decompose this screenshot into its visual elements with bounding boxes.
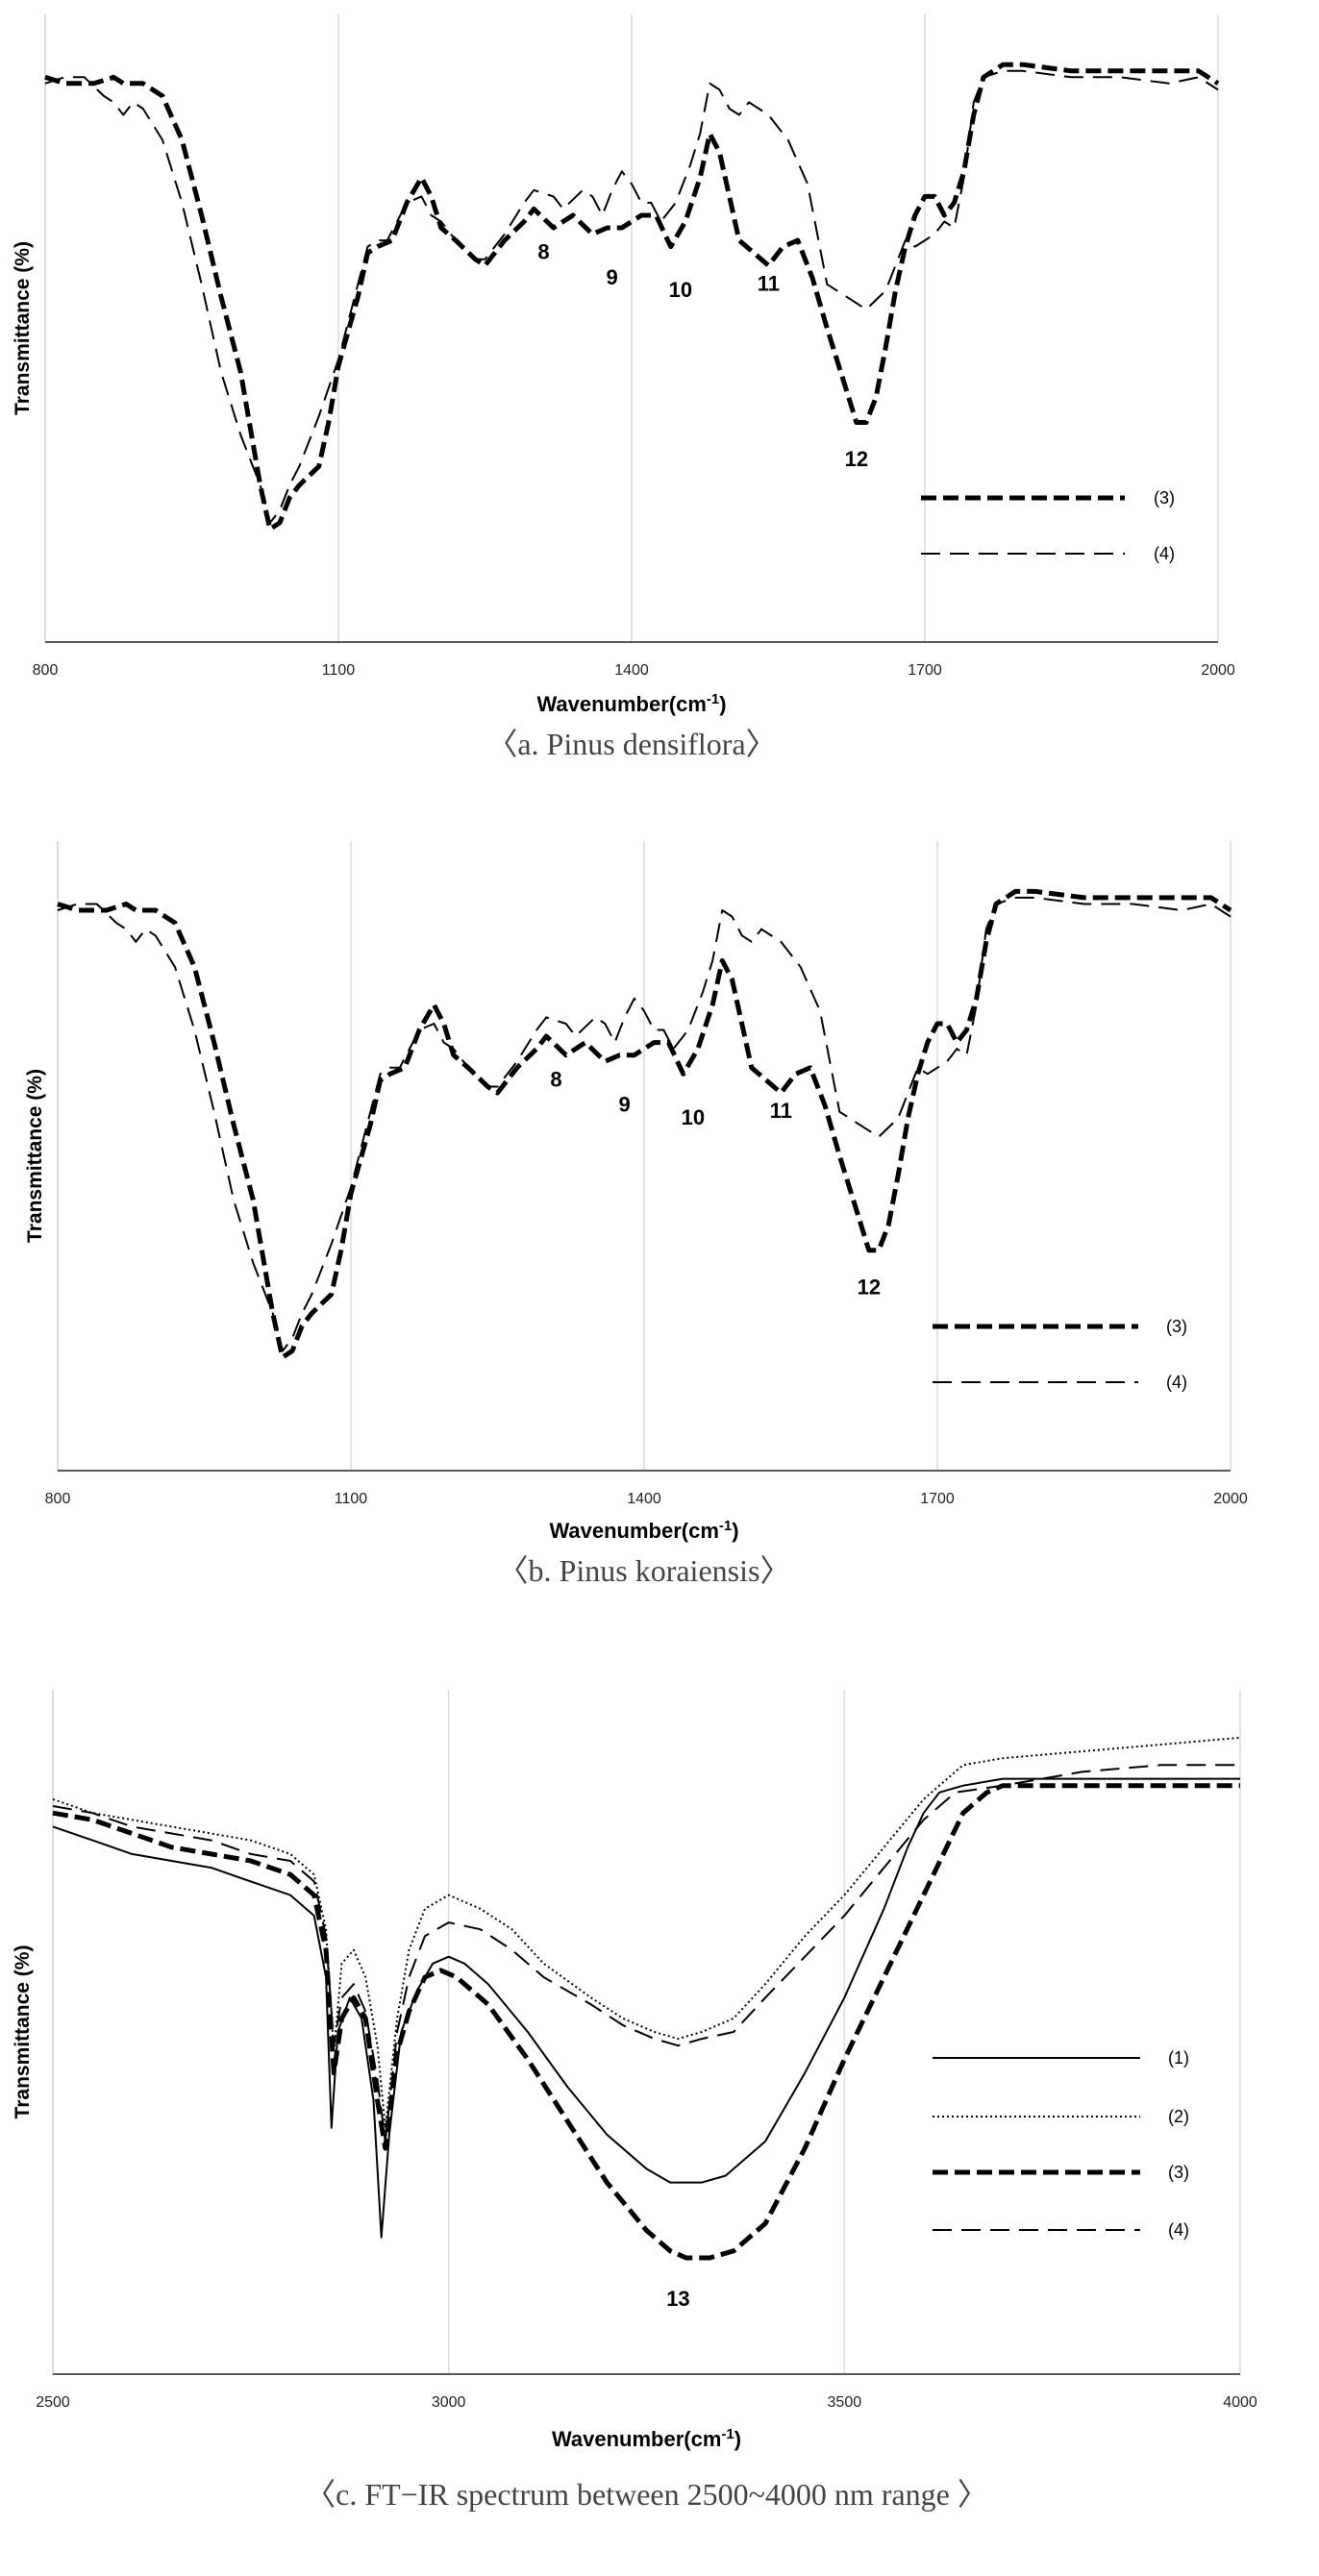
series-line-1 [52, 1777, 1240, 2239]
peak-label: 12 [858, 1276, 881, 1300]
x-tick-label: 2000 [1201, 662, 1235, 679]
series-line-3 [52, 1783, 1240, 2261]
peak-label: 10 [669, 278, 692, 302]
x-tick-label: 3000 [432, 2394, 466, 2411]
series-line-4 [52, 1764, 1240, 2143]
chart-panel-c: 2500 3000 3500 4000 13 (1) (2) (3) (4) Wavenumber… [12, 1690, 1257, 2512]
x-tick-label: 1100 [322, 662, 356, 679]
x-tick-label: 4000 [1223, 2394, 1257, 2411]
x-tick-label: 1700 [920, 1491, 955, 1507]
peak-label: 11 [770, 1099, 792, 1123]
legend-label: (4) [1168, 2220, 1189, 2240]
legend-label: (4) [1154, 544, 1175, 563]
legend-label: (2) [1168, 2107, 1189, 2126]
x-tick-label: 1100 [335, 1491, 368, 1507]
x-tick-label: 800 [33, 662, 59, 679]
series-line-3 [44, 62, 1220, 532]
legend-label: (3) [1154, 488, 1175, 508]
x-tick-label: 800 [45, 1491, 71, 1507]
series-line-3 [57, 888, 1232, 1360]
peak-label: 10 [682, 1105, 705, 1129]
peak-label: 8 [537, 240, 549, 264]
x-axis-title: Wavenumber(cm-1) [549, 1518, 738, 1543]
series-line-4 [57, 896, 1232, 1352]
figure-caption: 〈c. FT−IR spectrum between 2500~4000 nm … [305, 2477, 988, 2512]
peak-label: 8 [550, 1067, 561, 1091]
chart-panel-a: 800 1100 1400 1700 2000 8 9 10 11 12 (3) (4) Wavenum… [12, 14, 1235, 761]
chart-panel-b: 800 1100 1400 1700 2000 8 9 10 11 12 (3) (4) Wavenum… [24, 841, 1248, 1588]
x-tick-label: 2000 [1213, 1491, 1248, 1507]
x-tick-label: 1400 [614, 662, 649, 679]
y-axis-title: Transmittance (%) [12, 241, 34, 415]
x-tick-label: 1400 [627, 1491, 661, 1507]
legend-label: (3) [1168, 2163, 1189, 2182]
peak-label: 13 [666, 2287, 689, 2311]
figure-caption: 〈a. Pinus densiflora〉 [486, 727, 776, 761]
series-line-2 [52, 1736, 1241, 2129]
peak-label: 11 [758, 271, 780, 295]
x-tick-label: 2500 [36, 2394, 70, 2411]
legend-label: (1) [1168, 2048, 1189, 2068]
x-tick-label: 1700 [908, 662, 942, 679]
figure-layer: 800 1100 1400 1700 2000 8 9 10 11 12 (3) (4) Wavenum… [12, 14, 1257, 2512]
figure-caption: 〈b. Pinus koraiensis〉 [498, 1553, 791, 1588]
x-axis-title: Wavenumber(cm-1) [552, 2426, 741, 2451]
y-axis-title: Transmittance (%) [24, 1069, 46, 1243]
legend-label: (4) [1166, 1373, 1187, 1392]
peak-label: 9 [607, 265, 618, 289]
x-axis-title: Wavenumber(cm-1) [536, 691, 726, 716]
y-axis-title: Transmittance (%) [12, 1945, 34, 2119]
x-tick-label: 3500 [828, 2394, 862, 2411]
series-line-4 [44, 69, 1219, 524]
legend-label: (3) [1166, 1317, 1187, 1336]
peak-label: 12 [845, 447, 868, 471]
peak-label: 9 [619, 1093, 631, 1117]
